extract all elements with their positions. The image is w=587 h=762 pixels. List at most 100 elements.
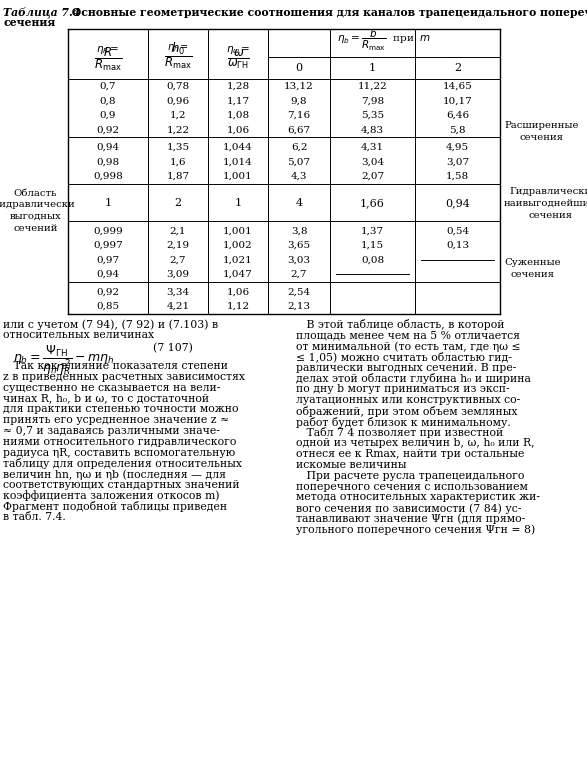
Text: Основные геометрические соотношения для каналов трапецеидального поперечного: Основные геометрические соотношения для … (68, 7, 587, 18)
Text: 1,08: 1,08 (227, 110, 249, 120)
Text: 1,06: 1,06 (227, 125, 249, 134)
Text: Область
гидравлически
выгодных
сечений: Область гидравлически выгодных сечений (0, 188, 76, 233)
Text: ≤ 1,05) можно считать областью гид-: ≤ 1,05) можно считать областью гид- (296, 352, 512, 363)
Text: 0,92: 0,92 (96, 125, 120, 134)
Text: 1,87: 1,87 (167, 171, 190, 181)
Text: (7 107): (7 107) (153, 343, 193, 354)
Text: танавливают значение Ψгн (для прямо-: танавливают значение Ψгн (для прямо- (296, 514, 525, 524)
Text: 0,13: 0,13 (446, 241, 469, 250)
Text: 1,044: 1,044 (223, 142, 253, 152)
Text: $\dfrac{h_0}{R_{\rm max}}$: $\dfrac{h_0}{R_{\rm max}}$ (164, 40, 192, 72)
Text: 1: 1 (369, 63, 376, 73)
Text: 1,6: 1,6 (170, 157, 186, 166)
Text: 0,96: 0,96 (167, 96, 190, 105)
Text: 0,999: 0,999 (93, 226, 123, 235)
Text: 0,8: 0,8 (100, 96, 116, 105)
Text: 3,34: 3,34 (167, 287, 190, 296)
Text: 1,002: 1,002 (223, 241, 253, 250)
Text: 5,8: 5,8 (449, 125, 465, 134)
Text: 4,83: 4,83 (361, 125, 384, 134)
Text: 4,3: 4,3 (291, 171, 307, 181)
Text: Расширенные
сечения: Расширенные сечения (504, 121, 579, 142)
Text: делах этой области глубина h₀ и ширина: делах этой области глубина h₀ и ширина (296, 373, 531, 385)
Text: или с учетом (7 94), (7 92) и (7.103) в: или с учетом (7 94), (7 92) и (7.103) в (3, 319, 218, 330)
Text: 5,35: 5,35 (361, 110, 384, 120)
Text: 0,997: 0,997 (93, 241, 123, 250)
Text: метода относительных характеристик жи-: метода относительных характеристик жи- (296, 492, 540, 502)
Text: 1,37: 1,37 (361, 226, 384, 235)
Text: ниями относительного гидравлического: ниями относительного гидравлического (3, 437, 237, 447)
Text: 1,15: 1,15 (361, 241, 384, 250)
Text: величин hn, ηω и ηb (последняя — для: величин hn, ηω и ηb (последняя — для (3, 469, 226, 479)
Text: по дну b могут приниматься из эксп-: по дну b могут приниматься из эксп- (296, 384, 510, 394)
Text: 11,22: 11,22 (357, 82, 387, 91)
Text: от минимальной (то есть там, где ηω ≤: от минимальной (то есть там, где ηω ≤ (296, 341, 521, 351)
Text: 7,16: 7,16 (288, 110, 311, 120)
Text: 7,98: 7,98 (361, 96, 384, 105)
Text: 13,12: 13,12 (284, 82, 314, 91)
Text: 10,17: 10,17 (443, 96, 473, 105)
Text: в табл. 7.4.: в табл. 7.4. (3, 512, 66, 522)
Text: 0,92: 0,92 (96, 287, 120, 296)
Text: 1,014: 1,014 (223, 157, 253, 166)
Text: 2: 2 (174, 198, 181, 209)
Text: поперечного сечения с использованием: поперечного сечения с использованием (296, 482, 528, 491)
Text: 0,9: 0,9 (100, 110, 116, 120)
Text: луатационных или конструктивных со-: луатационных или конструктивных со- (296, 395, 520, 405)
Text: $\eta_b = \dfrac{b}{R_{\rm max}}$  при  $m$: $\eta_b = \dfrac{b}{R_{\rm max}}$ при $m… (337, 27, 431, 53)
Text: 4,31: 4,31 (361, 142, 384, 152)
Text: для практики степенью точности можно: для практики степенью точности можно (3, 405, 238, 415)
Text: $\eta_h=$: $\eta_h=$ (167, 42, 189, 54)
Text: $\eta_R=$: $\eta_R=$ (96, 44, 120, 56)
Text: 3,03: 3,03 (288, 255, 311, 264)
Text: 1,66: 1,66 (360, 198, 385, 209)
Text: Суженные
сечения: Суженные сечения (504, 258, 561, 279)
Text: Гидравлически
наивыгоднейшие
сечения: Гидравлически наивыгоднейшие сечения (504, 187, 587, 219)
Text: 1,001: 1,001 (223, 171, 253, 181)
Text: 0,98: 0,98 (96, 157, 120, 166)
Text: 1,58: 1,58 (446, 171, 469, 181)
Text: 1,001: 1,001 (223, 226, 253, 235)
Text: таблицу для определения относительных: таблицу для определения относительных (3, 458, 242, 469)
Text: 0,7: 0,7 (100, 82, 116, 91)
Text: 1,021: 1,021 (223, 255, 253, 264)
Text: площадь менее чем на 5 % отличается: площадь менее чем на 5 % отличается (296, 330, 520, 341)
Text: ≈ 0,7 и задаваясь различными значе-: ≈ 0,7 и задаваясь различными значе- (3, 426, 220, 436)
Text: 0: 0 (295, 63, 302, 73)
Text: относительных величинах: относительных величинах (3, 330, 154, 341)
Text: z в приведенных расчетных зависимостях: z в приведенных расчетных зависимостях (3, 372, 245, 382)
Text: 5,07: 5,07 (288, 157, 311, 166)
Text: 0,94: 0,94 (96, 270, 120, 279)
Text: 1,22: 1,22 (167, 125, 190, 134)
Text: 0,54: 0,54 (446, 226, 469, 235)
Text: 2,13: 2,13 (288, 302, 311, 311)
Text: угольного поперечного сечения Ψгн = 8): угольного поперечного сечения Ψгн = 8) (296, 525, 535, 535)
Text: 0,94: 0,94 (445, 198, 470, 209)
Text: $\eta_b = \dfrac{\Psi_{\Gamma\rm H}}{\eta_h\eta^2_R} - m\eta_h$: $\eta_b = \dfrac{\Psi_{\Gamma\rm H}}{\et… (13, 343, 114, 376)
Text: 6,46: 6,46 (446, 110, 469, 120)
Text: 0,97: 0,97 (96, 255, 120, 264)
Text: 0,08: 0,08 (361, 255, 384, 264)
Text: искомые величины: искомые величины (296, 460, 407, 470)
Text: 9,8: 9,8 (291, 96, 307, 105)
Text: Так как влияние показателя степени: Так как влияние показателя степени (3, 361, 228, 371)
Text: радиуса ηR, составить вспомогательную: радиуса ηR, составить вспомогательную (3, 447, 235, 457)
Text: равлически выгодных сечений. В пре-: равлически выгодных сечений. В пре- (296, 363, 517, 373)
Text: 2,54: 2,54 (288, 287, 311, 296)
Text: вого сечения по зависимости (7 84) ус-: вого сечения по зависимости (7 84) ус- (296, 503, 521, 514)
Text: Фрагмент подобной таблицы приведен: Фрагмент подобной таблицы приведен (3, 501, 227, 513)
Text: 1,06: 1,06 (227, 287, 249, 296)
Text: 6,2: 6,2 (291, 142, 307, 152)
Text: 1,2: 1,2 (170, 110, 186, 120)
Text: 2: 2 (454, 63, 461, 73)
Text: $\eta_\omega=$: $\eta_\omega=$ (226, 44, 250, 56)
Text: $\dfrac{R}{R_{\rm max}}$: $\dfrac{R}{R_{\rm max}}$ (94, 45, 122, 73)
Text: 2,19: 2,19 (167, 241, 190, 250)
Text: 3,09: 3,09 (167, 270, 190, 279)
Text: 0,94: 0,94 (96, 142, 120, 152)
Text: 1,12: 1,12 (227, 302, 249, 311)
Text: существенно не сказывается на вели-: существенно не сказывается на вели- (3, 383, 220, 392)
Text: 2,7: 2,7 (170, 255, 186, 264)
Text: 0,85: 0,85 (96, 302, 120, 311)
Text: 14,65: 14,65 (443, 82, 473, 91)
